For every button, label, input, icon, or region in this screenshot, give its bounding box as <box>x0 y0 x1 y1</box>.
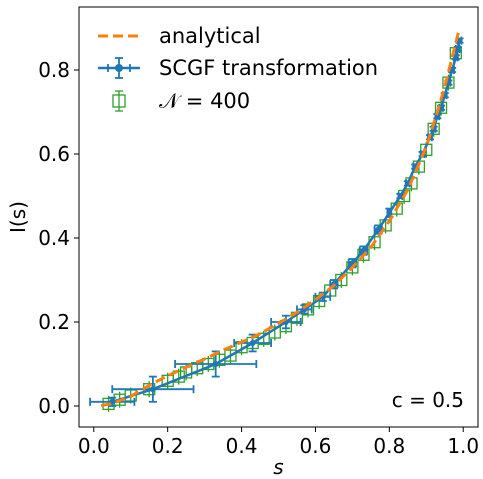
series-n400 <box>102 45 462 412</box>
x-tick-label: 0.6 <box>300 434 332 458</box>
legend-label: 𝒩 = 400 <box>159 89 250 113</box>
scgf-point <box>149 386 156 393</box>
axes-frame <box>78 6 479 428</box>
x-axis-label: s <box>273 455 283 479</box>
x-tick-label: 1.0 <box>447 434 479 458</box>
y-axis-ticks: 0.0 0.2 0.4 0.6 0.8 <box>38 58 79 418</box>
scgf-point <box>404 180 411 187</box>
scgf-point <box>386 209 393 216</box>
scgf-point <box>249 340 256 346</box>
y-tick-label: 0.8 <box>38 58 70 82</box>
y-tick-label: 0.4 <box>38 226 70 250</box>
legend-entry: SCGF transformation <box>98 56 378 80</box>
series-layer <box>89 27 464 412</box>
legend-label: analytical <box>159 24 261 48</box>
scgf-point <box>212 361 219 367</box>
x-tick-label: 0.2 <box>152 434 184 458</box>
x-tick-label: 0.0 <box>78 434 110 458</box>
x-tick-label: 0.4 <box>226 434 258 458</box>
x-tick-label: 0.8 <box>373 434 405 458</box>
y-tick-label: 0.0 <box>38 394 70 418</box>
y-axis-label: I(s) <box>6 201 30 233</box>
y-tick-label: 0.6 <box>38 142 70 166</box>
analytical-line <box>100 27 461 408</box>
legend-label: SCGF transformation <box>159 56 378 80</box>
x-axis-ticks: 0.0 0.2 0.4 0.6 0.8 1.0 <box>78 427 479 458</box>
n400-point <box>224 349 237 362</box>
y-tick-label: 0.2 <box>38 310 70 334</box>
legend-entry: analytical <box>98 24 261 48</box>
scgf-point <box>452 54 459 61</box>
legend: analytical SCGF transformation 𝒩 = 400 <box>98 24 378 113</box>
series-scgf <box>89 36 464 407</box>
scgf-point <box>454 46 461 52</box>
parameter-annotation: c = 0.5 <box>392 388 464 412</box>
legend-entry: 𝒩 = 400 <box>112 89 250 113</box>
scgf-point <box>375 226 382 233</box>
